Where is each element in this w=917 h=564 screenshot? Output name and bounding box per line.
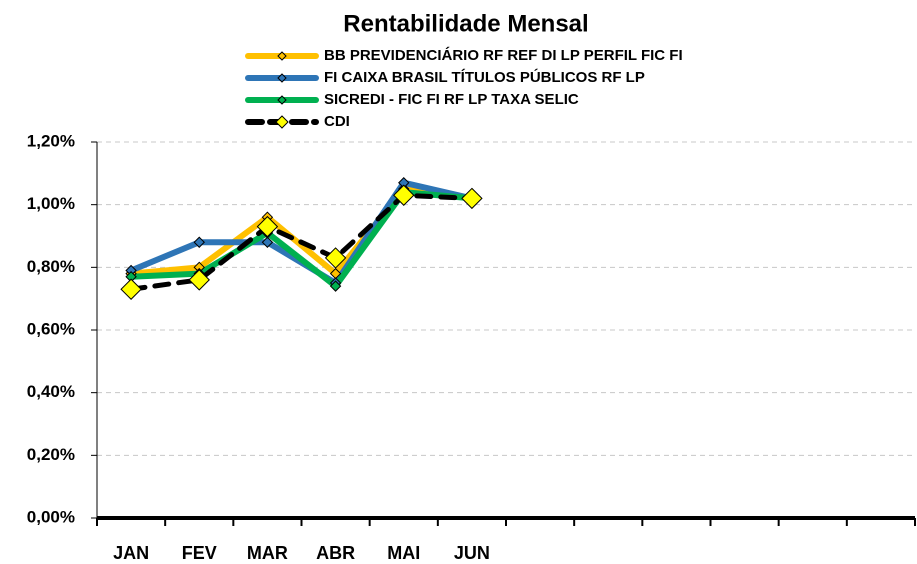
- data-point: [120, 278, 142, 300]
- data-point: [461, 187, 483, 210]
- series-line: [128, 189, 475, 290]
- data-point: [324, 247, 347, 269]
- legend-label: SICREDI - FIC FI RF LP TAXA SELIC: [324, 91, 579, 108]
- x-tick-label: FEV: [182, 543, 217, 563]
- y-tick-label: 1,00%: [27, 194, 75, 213]
- x-tick-label: ABR: [316, 543, 355, 563]
- chart-title: Rentabilidade Mensal: [343, 10, 588, 37]
- y-tick-label: 1,20%: [27, 131, 75, 150]
- data-point: [188, 269, 210, 291]
- y-tick-label: 0,80%: [27, 257, 75, 276]
- x-tick-label: MAI: [387, 543, 420, 563]
- legend-marker: [277, 73, 287, 83]
- series-line: [128, 192, 475, 292]
- x-tick-label: MAR: [247, 543, 288, 563]
- legend-label: FI CAIXA BRASIL TÍTULOS PÚBLICOS RF LP: [324, 68, 645, 86]
- x-tick-label: JAN: [113, 543, 149, 563]
- data-point: [193, 236, 205, 248]
- legend-label: BB PREVIDENCIÁRIO RF REF DI LP PERFIL FI…: [324, 47, 683, 64]
- data-point: [256, 215, 279, 238]
- legend-marker: [277, 51, 287, 61]
- legend-marker: [277, 95, 287, 105]
- y-tick-label: 0,20%: [27, 445, 75, 464]
- data-point: [261, 236, 274, 248]
- data-point: [393, 184, 415, 206]
- legend-label: CDI: [324, 113, 350, 130]
- y-tick-label: 0,40%: [27, 382, 75, 401]
- y-tick-label: 0,60%: [27, 319, 75, 338]
- data-point: [329, 280, 342, 292]
- legend-marker: [275, 115, 289, 129]
- x-tick-label: JUN: [454, 543, 490, 563]
- y-tick-label: 0,00%: [27, 507, 75, 526]
